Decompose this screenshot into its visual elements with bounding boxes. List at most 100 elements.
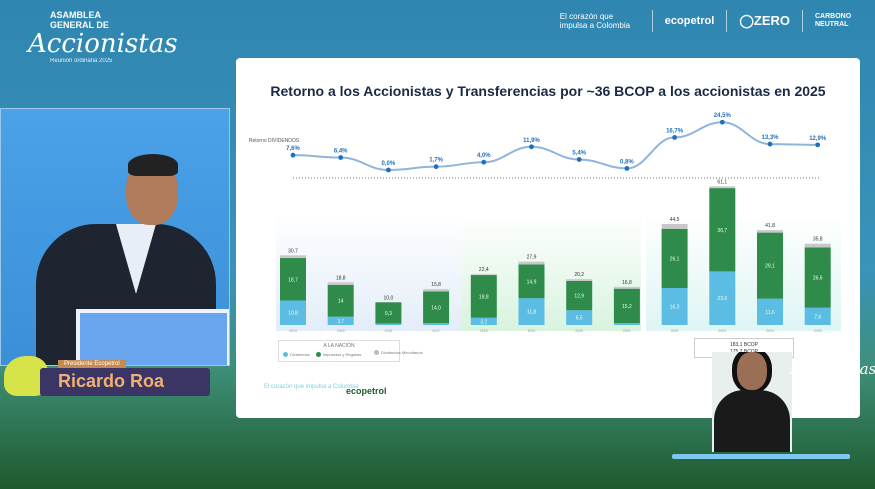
- bar-segment-impuestos-y-regalías: [613, 288, 640, 324]
- event-logo-watermark: Accionistas: [790, 360, 875, 378]
- divider: [651, 10, 653, 32]
- return-point: [672, 135, 677, 140]
- bar-segment-dividendos-minoritarios: [757, 230, 783, 233]
- carbono-logo: CARBONO NEUTRAL: [815, 13, 852, 28]
- speaker-role: Presidente Ecopetrol: [58, 360, 126, 368]
- bar-segment-dividendos-minoritarios: [423, 289, 450, 292]
- footer-tagline: El corazón que impulsa a Colombia: [264, 384, 359, 390]
- return-label: 24,5%: [714, 113, 732, 119]
- return-point: [338, 155, 344, 160]
- speaker-name: Ricardo Roa: [58, 371, 165, 391]
- zero-waste-logo: ◯ZERO: [739, 13, 790, 28]
- bar-segment-impuestos-y-regalías: [423, 291, 450, 324]
- bar-total-label: 16,8: [622, 280, 632, 286]
- return-label: 5,4%: [572, 150, 586, 156]
- bar-total-label: 27,9: [527, 255, 537, 261]
- legend-impuestos: Impuestos y Regalías: [315, 352, 362, 358]
- return-point: [576, 157, 582, 162]
- x-tick-label: 2014: [289, 329, 297, 333]
- interpreter-body: [714, 390, 790, 452]
- logo-line1: ASAMBLEA: [50, 10, 101, 20]
- bar-segment-dividendos: [375, 323, 402, 325]
- zero-text: ZERO: [753, 13, 790, 28]
- return-point: [386, 167, 391, 173]
- x-tick-label: 2017: [432, 329, 440, 333]
- bar-segment-impuestos-y-regalías: [661, 228, 688, 288]
- x-tick-label: 2022: [671, 329, 679, 333]
- bar-segment-label: 18,8: [479, 294, 489, 300]
- return-line: [292, 121, 818, 172]
- return-label: 0,8%: [620, 159, 634, 165]
- bar-total-label: 20,2: [574, 272, 584, 278]
- return-point: [815, 142, 821, 148]
- return-label: 0,0%: [382, 161, 396, 167]
- return-label: 11,9%: [523, 138, 540, 144]
- presentation-slide: Retorno a los Accionistas y Transferenci…: [236, 58, 860, 418]
- bar-segment-impuestos-y-regalías: [709, 188, 736, 272]
- bar-segment-label: 36,7: [717, 228, 727, 234]
- bar-segment-impuestos-y-regalías: [327, 284, 354, 317]
- return-label: 1,7%: [429, 158, 443, 164]
- x-tick-label: 2015: [337, 329, 345, 333]
- bar-segment-dividendos: [280, 300, 306, 325]
- bar-segment-label: 23,6: [717, 296, 727, 302]
- return-point: [624, 166, 630, 171]
- footer-ecopetrol-logo: ecopetrol: [346, 386, 387, 396]
- speaker-video: [0, 108, 230, 366]
- chart: Retorno DIVIDENDOS 7,6% 6,4% 0,0% 1,7% 4,0% 1…: [249, 113, 831, 333]
- bar-segment-dividendos: [470, 317, 497, 325]
- bar-segment-impuestos-y-regalías: [470, 275, 497, 318]
- bar-segment-label: 15,2: [622, 304, 632, 310]
- return-point: [290, 152, 296, 158]
- total-1: 183,1 BCOP: [729, 342, 759, 348]
- speaker-nameplate: Presidente Ecopetrol Ricardo Roa: [40, 360, 210, 396]
- legend-label: Impuestos y Regalías: [322, 352, 362, 357]
- return-label: 12,9%: [809, 136, 827, 142]
- legend-label: Dividendos Minoritarios: [381, 350, 423, 355]
- x-tick-label: 2020: [575, 329, 583, 333]
- slide-title: Retorno a los Accionistas y Transferenci…: [270, 83, 826, 99]
- x-tick-label: 2025: [814, 329, 822, 333]
- bar-segment-dividendos: [757, 298, 783, 325]
- bar-segment-label: 7,6: [814, 314, 821, 320]
- logo-script: Accionistas: [28, 29, 178, 59]
- divider: [726, 10, 728, 32]
- x-tick-label: 2019: [528, 329, 536, 333]
- bar-segment-dividendos-minoritarios: [709, 186, 736, 189]
- logo-line2: GENERAL DE: [50, 20, 109, 30]
- bar-segment-impuestos-y-regalías: [566, 280, 593, 311]
- bar-segment-dividendos: [566, 310, 593, 325]
- legend-label: Dividendos: [290, 352, 310, 357]
- bar-segment-label: 26,6: [813, 276, 823, 282]
- return-point: [719, 119, 725, 125]
- x-tick-label: 2024: [766, 329, 774, 333]
- bar-segment-dividendos-minoritarios: [613, 286, 640, 289]
- bar-segment-dividendos: [804, 307, 831, 325]
- bar-segment-label: 11,8: [527, 310, 537, 316]
- return-label: 4,0%: [477, 153, 491, 159]
- bar-segment-label: 10,8: [288, 311, 298, 317]
- bar-segment-dividendos-minoritarios: [518, 261, 545, 265]
- bar-segment-label: 14: [338, 299, 344, 305]
- return-label: 13,3%: [761, 135, 779, 141]
- bar-segment-label: 3,7: [337, 319, 344, 325]
- legend-dividendos: Dividendos: [283, 352, 310, 358]
- x-tick-label: 2018: [480, 329, 488, 333]
- x-tick-label: 2016: [385, 329, 393, 333]
- bar-segment-dividendos-minoritarios: [280, 255, 306, 259]
- bar-segment-dividendos-minoritarios: [327, 282, 354, 285]
- bar-segment-impuestos-y-regalías: [280, 258, 306, 301]
- bar-total-label: 30,7: [288, 248, 298, 254]
- bar-segment-label: 14,9: [527, 279, 537, 285]
- logo-sub: Reunión ordinaria 2025: [50, 58, 113, 64]
- bar-total-label: 41,8: [765, 223, 775, 229]
- bar-segment-dividendos-minoritarios: [661, 223, 688, 229]
- bar-segment-dividendos: [709, 271, 736, 325]
- x-tick-label: 2023: [718, 329, 726, 333]
- return-point: [433, 164, 439, 170]
- interpreter-head: [737, 352, 767, 390]
- bar-segment-dividendos: [661, 287, 688, 325]
- divider: [802, 10, 803, 32]
- bar-segment-dividendos: [613, 323, 640, 325]
- bar-total-label: 22,4: [479, 267, 489, 273]
